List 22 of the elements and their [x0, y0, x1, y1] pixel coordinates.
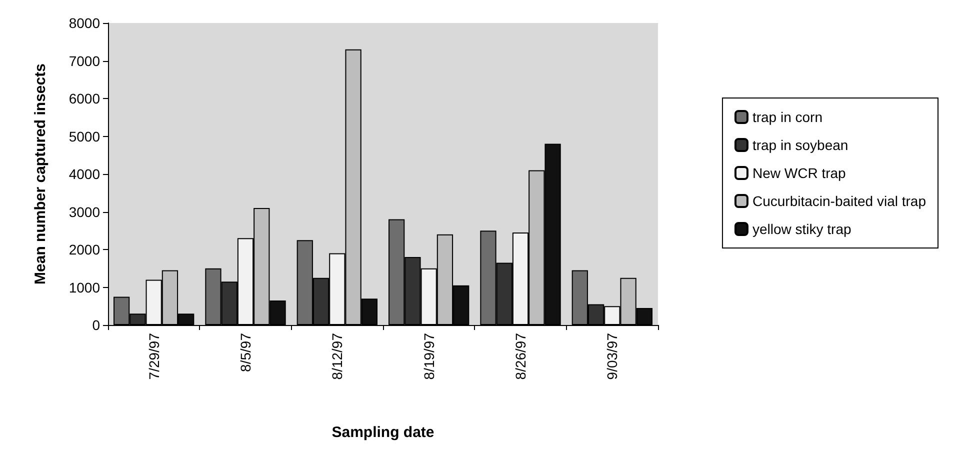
x-tick-label: 8/26/97	[512, 332, 528, 380]
y-axis-title: Mean number captured insects	[32, 64, 49, 284]
x-axis-title: Sampling date	[332, 424, 434, 441]
x-tick-label: 8/19/97	[420, 332, 437, 380]
x-tick-label: 9/03/97	[604, 332, 620, 380]
legend-label: trap in corn	[752, 109, 823, 125]
legend-label: Cucurbitacin-baited vial trap	[752, 193, 926, 209]
x-tick-label: 7/29/97	[146, 332, 162, 380]
x-tick-label: 8/12/97	[329, 332, 346, 380]
legend-label: yellow stiky trap	[752, 221, 852, 237]
y-tick-label: 2000	[68, 242, 100, 258]
legend-label: New WCR trap	[752, 165, 846, 181]
legend-label: trap in soybean	[752, 137, 848, 153]
y-tick-label: 7000	[68, 52, 100, 69]
y-tick-label: 4000	[68, 166, 100, 182]
y-tick-label: 6000	[68, 90, 100, 106]
y-tick-label: 1000	[68, 279, 100, 296]
y-tick-label: 8000	[68, 15, 100, 31]
x-tick-label: 8/5/97	[238, 332, 254, 372]
y-tick-label: 3000	[68, 204, 100, 220]
y-tick-label: 0	[92, 317, 100, 333]
y-tick-label: 5000	[68, 128, 100, 144]
